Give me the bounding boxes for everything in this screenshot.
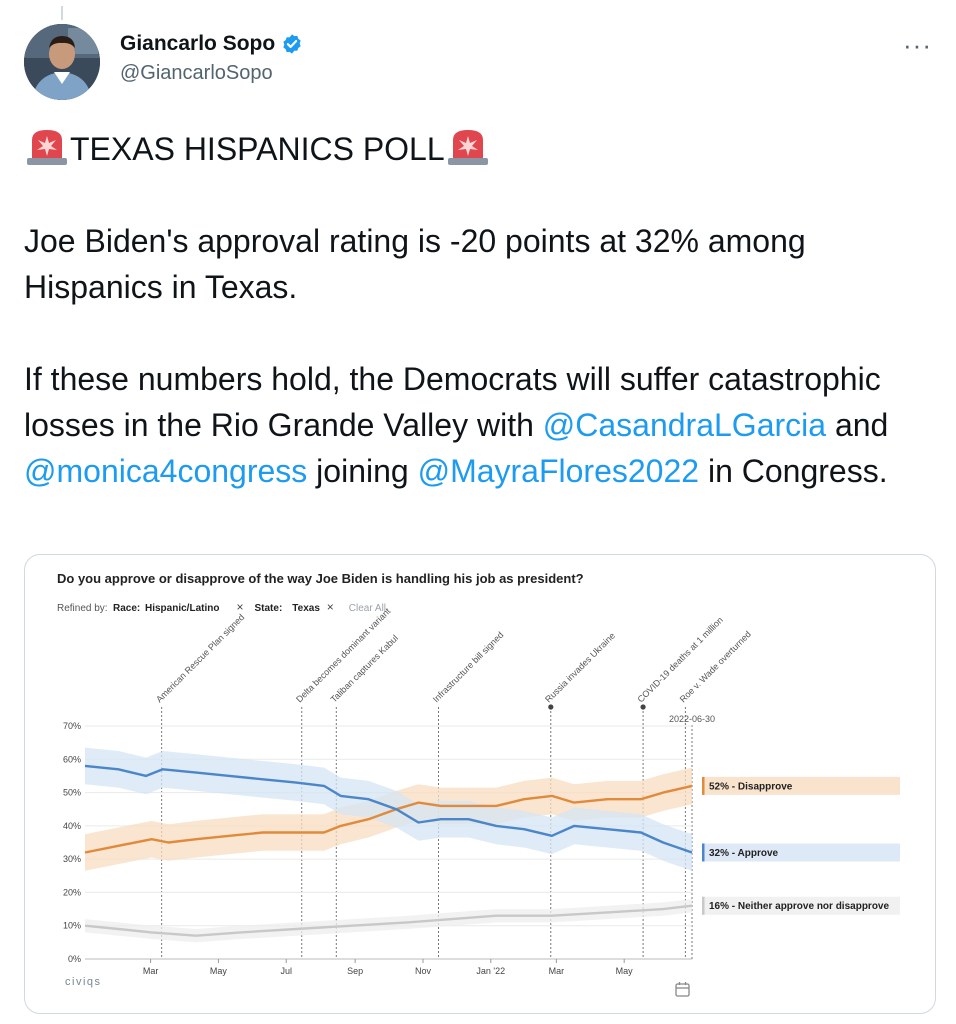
y-tick-label: 0%	[68, 954, 81, 964]
mention-link-monica[interactable]: @monica4congress	[24, 453, 308, 489]
verified-badge-icon	[283, 34, 301, 54]
end-label-marker	[702, 843, 705, 862]
text-run: joining	[307, 453, 418, 489]
avatar-photo-icon	[24, 24, 100, 100]
annotation-label: Taliban captures Kabul	[329, 633, 400, 704]
end-label: 32% - Approve	[709, 848, 779, 859]
x-tick-label: Sep	[347, 966, 363, 976]
confidence-band	[85, 747, 692, 871]
chart-title: Do you approve or disapprove of the way …	[57, 571, 584, 586]
author-block: Giancarlo Sopo @GiancarloSopo	[120, 32, 303, 85]
text-run: in Congress.	[699, 453, 888, 489]
calendar-body	[675, 983, 690, 997]
filter-value: Texas	[292, 603, 320, 614]
end-label-marker	[702, 776, 705, 795]
end-labels: 52% - Disapprove 32% - Approve 16% - Neith…	[702, 776, 900, 915]
annotation-dot	[548, 704, 554, 710]
text-run: If these numbers hold, the Democrats wil…	[24, 361, 881, 443]
end-label: 52% - Disapprove	[709, 781, 793, 792]
clear-all-link[interactable]: Clear All	[349, 603, 386, 614]
annotation-label: Roe v. Wade overturned	[678, 629, 753, 704]
end-date-label: 2022-06-30	[669, 714, 715, 724]
series-lines	[84, 764, 693, 937]
y-tick-label: 70%	[63, 721, 81, 731]
author-handle[interactable]: @GiancarloSopo	[120, 62, 273, 84]
annotation-label: Russia invades Ukraine	[543, 630, 617, 704]
end-label: 16% - Neither approve nor disapprove	[709, 901, 889, 912]
tweet-headline-line: TEXAS HISPANICS POLL	[24, 126, 936, 172]
avatar[interactable]	[24, 24, 100, 100]
series-line	[84, 764, 693, 854]
annotation-label: Infrastructure bill signed	[431, 630, 506, 705]
tweet-text: TEXAS HISPANICS POLL Joe Biden's approva…	[24, 126, 936, 494]
filter-bar: Refined by: Race: Hispanic/Latino × State: Te…	[57, 600, 386, 614]
filter-label: Refined by:	[57, 603, 108, 614]
annotation-label: American Rescue Plan signed	[154, 612, 246, 704]
more-options-icon[interactable]: ···	[903, 30, 932, 60]
calendar-icon[interactable]	[675, 982, 690, 997]
x-tick-label: May	[210, 966, 228, 976]
tweet-paragraph-1: Joe Biden's approval rating is -20 point…	[24, 223, 806, 305]
annotation-dot	[640, 704, 646, 710]
y-tick-label: 10%	[63, 921, 81, 931]
annotation-label: COVID-19 deaths at 1 million	[635, 615, 724, 704]
tweet-headline: TEXAS HISPANICS POLL	[70, 131, 445, 167]
filter-remove-icon[interactable]: ×	[327, 600, 334, 614]
filter-key: Race:	[113, 603, 140, 614]
end-label-marker	[702, 896, 705, 915]
civiqs-logo: civiqs	[65, 976, 102, 988]
mention-link-casandra[interactable]: @CasandraLGarcia	[542, 407, 827, 443]
filter-key: State:	[255, 603, 283, 614]
y-tick-label: 50%	[63, 788, 81, 798]
siren-icon	[447, 130, 488, 165]
tweet-paragraph-2: If these numbers hold, the Democrats wil…	[24, 356, 936, 494]
thread-connector-line	[61, 6, 63, 20]
x-tick-label: Nov	[415, 966, 432, 976]
x-tick-label: Mar	[549, 966, 565, 976]
author-name[interactable]: Giancarlo Sopo	[120, 32, 276, 55]
x-axis: Mar May Jul Sep Nov Jan '22 Mar May	[143, 959, 633, 976]
y-tick-label: 60%	[63, 754, 81, 764]
approval-chart: Do you approve or disapprove of the way …	[57, 571, 900, 997]
confidence-band	[85, 899, 692, 943]
filter-value: Hispanic/Latino	[145, 603, 219, 614]
siren-icon	[27, 130, 67, 165]
x-tick-label: Jan '22	[476, 966, 505, 976]
mention-link-mayra[interactable]: @MayraFlores2022	[417, 453, 700, 489]
y-tick-label: 30%	[63, 854, 81, 864]
y-tick-label: 40%	[63, 821, 81, 831]
media-card[interactable]: Do you approve or disapprove of the way …	[24, 554, 936, 1014]
end-label-bg	[702, 843, 900, 862]
x-tick-label: Jul	[280, 966, 292, 976]
y-tick-label: 20%	[63, 887, 81, 897]
filter-remove-icon[interactable]: ×	[237, 600, 244, 614]
x-tick-label: Mar	[143, 966, 159, 976]
text-run: and	[826, 407, 889, 443]
end-label-bg	[702, 776, 900, 795]
x-tick-label: May	[616, 966, 634, 976]
series-line	[84, 904, 693, 937]
end-label-bg	[702, 896, 900, 915]
